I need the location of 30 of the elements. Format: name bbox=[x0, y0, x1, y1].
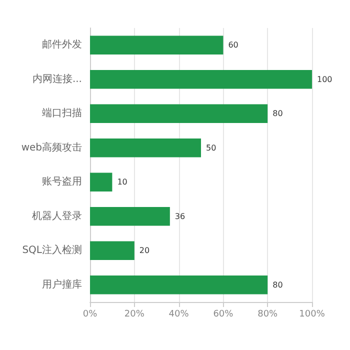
x-tick-label: 80% bbox=[258, 310, 278, 320]
data-label: 20 bbox=[139, 246, 150, 256]
data-label: 36 bbox=[174, 212, 186, 221]
data-label: 60 bbox=[228, 40, 238, 50]
bar bbox=[90, 138, 201, 158]
bar bbox=[90, 206, 170, 226]
y-tick-label: 机器人登录 bbox=[32, 210, 82, 222]
y-tick-label: SQL注入检测 bbox=[22, 244, 82, 256]
y-tick-label: 用户撞库 bbox=[42, 278, 82, 290]
bar bbox=[90, 275, 268, 294]
y-tick-label: web高频攻击 bbox=[21, 141, 82, 154]
bar bbox=[90, 104, 268, 124]
x-tick-label: 40% bbox=[168, 310, 190, 320]
bar bbox=[90, 172, 112, 192]
y-tick-label: 端口扫描 bbox=[42, 107, 82, 120]
x-tick-label: 60% bbox=[213, 310, 234, 320]
y-tick-label: 邮件外发 bbox=[42, 38, 82, 51]
bar bbox=[90, 36, 224, 55]
data-label: 10 bbox=[117, 178, 128, 187]
x-tick-label: 0% bbox=[82, 310, 98, 320]
x-tick-label: 20% bbox=[124, 310, 145, 320]
data-label: 80 bbox=[272, 109, 283, 118]
x-tick-label: 100% bbox=[299, 310, 326, 320]
y-tick-label: 账号盗用 bbox=[42, 176, 82, 188]
bar bbox=[90, 241, 134, 260]
data-label: 100 bbox=[317, 74, 332, 84]
data-label: 80 bbox=[272, 280, 283, 290]
data-label: 50 bbox=[206, 143, 216, 152]
y-tick-label: 内网连接... bbox=[32, 72, 82, 85]
bar bbox=[90, 70, 312, 89]
